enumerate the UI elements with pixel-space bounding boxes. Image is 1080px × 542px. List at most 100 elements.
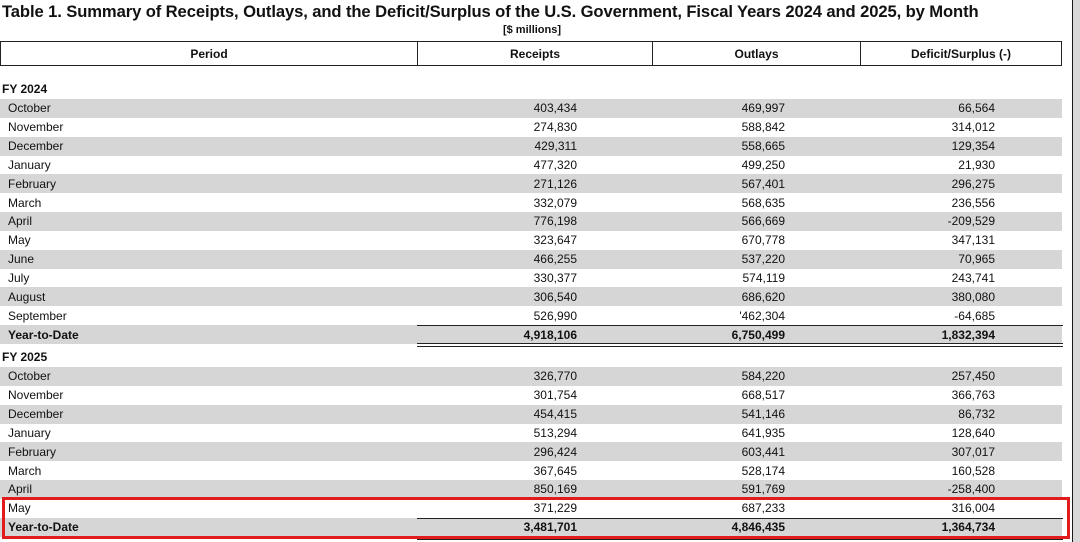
cell-period: May — [8, 501, 31, 516]
cell-outlays: 469,997 — [741, 101, 785, 116]
cell-deficit-surplus: 21,930 — [958, 157, 995, 172]
cell-period: January — [8, 425, 51, 440]
ytd-row: Year-to-Date 3,481,701 4,846,435 1,364,734 — [0, 517, 1063, 540]
cell-receipts: 296,424 — [533, 444, 577, 459]
cell-receipts: 776,198 — [533, 214, 577, 229]
cell-period: September — [8, 308, 67, 323]
cell-deficit-surplus: 129,354 — [951, 139, 995, 154]
ytd-cell-receipts: 3,481,701 — [523, 520, 577, 535]
table-title: Table 1. Summary of Receipts, Outlays, a… — [2, 2, 979, 21]
cell-outlays: 537,220 — [741, 252, 785, 267]
table-row: October 326,770 584,220 257,450 — [0, 367, 1062, 386]
cell-deficit-surplus: 243,741 — [951, 271, 995, 286]
cell-deficit-surplus: 347,131 — [951, 233, 995, 248]
cell-deficit-surplus: 307,017 — [951, 444, 995, 459]
table-header: Period Receipts Outlays Deficit/Surplus … — [0, 41, 1062, 66]
ytd-cell-outlays: 4,846,435 — [731, 520, 785, 535]
cell-outlays: 574,119 — [742, 271, 786, 286]
cell-receipts: 367,645 — [533, 463, 577, 478]
cell-period: March — [8, 195, 42, 210]
cell-deficit-surplus: 236,556 — [951, 195, 995, 210]
cell-deficit-surplus: 160,528 — [951, 463, 995, 478]
table-row: October 403,434 469,997 66,564 — [0, 99, 1062, 118]
cell-deficit-surplus: 128,640 — [951, 425, 995, 440]
cell-deficit-surplus: 86,732 — [958, 407, 995, 422]
cell-period: February — [8, 444, 57, 459]
cell-outlays: 641,935 — [741, 425, 785, 440]
cell-period: October — [8, 101, 51, 116]
cell-outlays: 588,842 — [741, 120, 785, 135]
table-row: December 429,311 558,665 129,354 — [0, 136, 1062, 156]
cell-outlays: 687,233 — [741, 501, 785, 516]
ytd-double-rule — [417, 343, 1063, 348]
cell-outlays: 591,769 — [741, 482, 785, 497]
cell-period: June — [8, 252, 35, 267]
cell-period: October — [8, 369, 51, 384]
cell-deficit-surplus: 316,004 — [951, 501, 995, 516]
cell-period: January — [8, 157, 51, 172]
cell-deficit-surplus: 366,763 — [951, 388, 995, 403]
cell-outlays: 566,669 — [741, 214, 785, 229]
units-subtitle: [$ millions] — [502, 24, 562, 36]
cell-outlays: 528,174 — [741, 463, 785, 478]
cell-receipts: 466,255 — [533, 252, 577, 267]
cell-receipts: 301,754 — [533, 388, 577, 403]
cell-outlays: 668,517 — [741, 388, 785, 403]
cell-deficit-surplus: 70,965 — [958, 252, 995, 267]
header-deficit-surplus: Deficit/Surplus (-) — [910, 46, 1011, 61]
table-row: May 323,647 670,778 347,131 — [0, 231, 1062, 250]
table-row: February 296,424 603,441 307,017 — [0, 442, 1062, 462]
cell-outlays: 499,250 — [741, 157, 785, 172]
header-receipts: Receipts — [418, 42, 653, 65]
table-row: November 301,754 668,517 366,763 — [0, 386, 1062, 405]
cell-outlays: '462,304 — [739, 308, 785, 323]
cell-period: November — [8, 388, 64, 403]
cell-receipts: 332,079 — [533, 195, 577, 210]
section-label-fy2024: FY 2024 — [2, 82, 48, 96]
cell-deficit-surplus: 66,564 — [958, 101, 995, 116]
cell-receipts: 429,311 — [534, 139, 578, 154]
cell-receipts: 323,647 — [533, 233, 577, 248]
fy2024-rows: October 403,434 469,997 66,564 November 274,8… — [0, 99, 1063, 348]
cell-receipts: 526,990 — [533, 308, 577, 323]
table-row: December 454,415 541,146 86,732 — [0, 404, 1062, 424]
ytd-cell-deficit-surplus: 1,832,394 — [941, 327, 995, 342]
ytd-row: Year-to-Date 4,918,106 6,750,499 1,832,394 — [0, 325, 1063, 348]
cell-period: July — [8, 271, 30, 286]
cell-receipts: 326,770 — [533, 369, 577, 384]
cell-outlays: 584,220 — [741, 369, 785, 384]
cell-outlays: 603,441 — [741, 444, 785, 459]
cell-deficit-surplus: 296,275 — [951, 176, 995, 191]
table-row: June 466,255 537,220 70,965 — [0, 249, 1062, 269]
cell-receipts: 513,294 — [533, 425, 577, 440]
cell-period: April — [8, 482, 33, 497]
table-row: April 776,198 566,669 -209,529 — [0, 212, 1062, 231]
table-row: January 513,294 641,935 128,640 — [0, 424, 1062, 443]
table-row: July 330,377 574,119 243,741 — [0, 269, 1062, 288]
table-row: March 367,645 528,174 160,528 — [0, 461, 1062, 480]
cell-receipts: 306,540 — [533, 289, 577, 304]
ytd-top-rule — [417, 517, 1063, 519]
cell-period: December — [8, 407, 64, 422]
header-outlays: Outlays — [653, 42, 861, 65]
header-period: Period — [1, 42, 418, 65]
cell-deficit-surplus: -64,685 — [954, 308, 995, 323]
cell-outlays: 558,665 — [741, 139, 785, 154]
cell-outlays: 568,635 — [741, 195, 785, 210]
cell-receipts: 271,126 — [533, 176, 577, 191]
ytd-cell-period: Year-to-Date — [8, 327, 79, 342]
page-edge — [1073, 0, 1080, 542]
cell-deficit-surplus: -258,400 — [947, 482, 995, 497]
cell-receipts: 274,830 — [533, 120, 577, 135]
table-row: May 371,229 687,233 316,004 — [0, 499, 1062, 518]
fy2025-rows: October 326,770 584,220 257,450 November 301,… — [0, 367, 1063, 540]
table-row: November 274,830 588,842 314,012 — [0, 118, 1062, 137]
ytd-top-rule — [417, 325, 1063, 327]
table-row: August 306,540 686,620 380,080 — [0, 287, 1062, 307]
cell-period: March — [8, 463, 42, 478]
ytd-cell-deficit-surplus: 1,364,734 — [941, 520, 995, 535]
cell-receipts: 850,169 — [533, 482, 577, 497]
table-row: February 271,126 567,401 296,275 — [0, 174, 1062, 194]
cell-period: May — [8, 233, 31, 248]
